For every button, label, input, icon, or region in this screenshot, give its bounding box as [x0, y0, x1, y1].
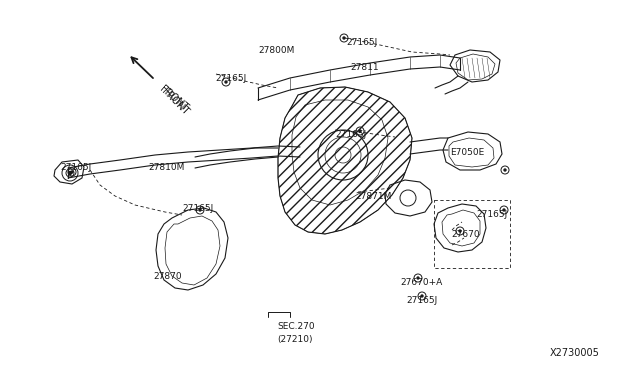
- Circle shape: [199, 209, 201, 211]
- Text: 27165J: 27165J: [476, 210, 508, 219]
- Circle shape: [417, 277, 419, 279]
- Circle shape: [421, 295, 423, 297]
- Text: 27165J: 27165J: [182, 204, 213, 213]
- Circle shape: [71, 171, 73, 173]
- Circle shape: [225, 81, 227, 83]
- Text: 27871M: 27871M: [355, 192, 392, 201]
- Text: FRONT: FRONT: [160, 86, 191, 117]
- Circle shape: [503, 209, 505, 211]
- Circle shape: [359, 130, 361, 132]
- Text: 27870: 27870: [153, 272, 182, 281]
- Text: SEC.270: SEC.270: [277, 322, 315, 331]
- Text: 27670+A: 27670+A: [400, 278, 442, 287]
- Circle shape: [343, 37, 345, 39]
- Text: 27165J: 27165J: [346, 38, 377, 47]
- Text: 27811: 27811: [350, 63, 379, 72]
- Text: X2730005: X2730005: [550, 348, 600, 358]
- Text: 27165J: 27165J: [60, 163, 92, 172]
- Text: 27165J: 27165J: [215, 74, 246, 83]
- Text: (27210): (27210): [277, 335, 312, 344]
- Text: 27670: 27670: [451, 230, 479, 239]
- Text: 27810M: 27810M: [148, 163, 184, 172]
- Circle shape: [504, 169, 506, 171]
- Text: 27800M: 27800M: [258, 46, 294, 55]
- Text: E7050E: E7050E: [450, 148, 484, 157]
- Circle shape: [68, 171, 72, 174]
- Text: FRONT: FRONT: [158, 84, 190, 113]
- Circle shape: [459, 230, 461, 232]
- Text: 27165J: 27165J: [406, 296, 437, 305]
- Text: 27165J: 27165J: [335, 130, 366, 139]
